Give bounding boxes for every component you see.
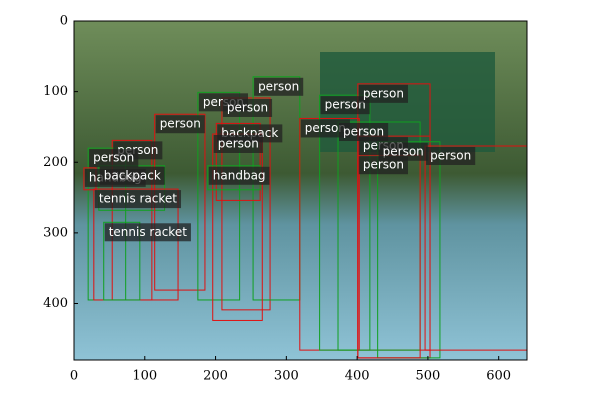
- bounding-box: [424, 145, 527, 351]
- label-background: [155, 115, 205, 134]
- label-background: [89, 149, 139, 168]
- label-background: [358, 156, 408, 175]
- detection-label: person: [93, 151, 134, 165]
- label-background: [426, 147, 476, 166]
- detection-label: person: [160, 117, 201, 131]
- label-background: [254, 77, 304, 96]
- detection-label: person: [363, 86, 404, 100]
- detection-label: person: [343, 124, 384, 138]
- x-tick-label: 400: [345, 369, 370, 384]
- x-tick-label: 0: [70, 369, 78, 384]
- detection-label: person: [383, 144, 424, 158]
- detection-label: person: [325, 98, 366, 112]
- detection-label: backpack: [104, 168, 161, 182]
- x-tick-label: 200: [203, 369, 228, 384]
- detections: personpersonhandbagbackpacktennis racket…: [83, 76, 527, 359]
- detection-label: person: [218, 137, 259, 151]
- detection-label: person: [363, 158, 404, 172]
- detection-label: person: [227, 100, 268, 114]
- detection-label: person: [430, 149, 471, 163]
- y-tick-label: 100: [43, 84, 68, 99]
- label-background: [300, 119, 350, 138]
- y-tick-label: 200: [43, 155, 68, 170]
- label-background: [320, 96, 370, 115]
- x-tick-label: 300: [274, 369, 299, 384]
- y-tick-label: 300: [43, 225, 68, 240]
- y-tick-label: 0: [60, 14, 68, 29]
- detection-label: person: [305, 121, 346, 135]
- label-background: [99, 166, 165, 185]
- detection-label: tennis racket: [99, 192, 177, 206]
- detection-label: tennis racket: [109, 225, 187, 239]
- x-tick-label: 500: [415, 369, 440, 384]
- bounding-box: [215, 122, 261, 201]
- label-background: [104, 223, 191, 242]
- axes-frame: [73, 20, 528, 361]
- label-background: [208, 166, 270, 185]
- x-tick-label: 600: [486, 369, 511, 384]
- detection-label: handbag: [213, 168, 266, 182]
- y-tick-label: 400: [43, 296, 68, 311]
- detection-label: person: [258, 79, 299, 93]
- x-tick-label: 100: [132, 369, 157, 384]
- label-background: [339, 122, 389, 141]
- bounding-box: [103, 221, 141, 301]
- label-background: [94, 190, 182, 209]
- label-background: [222, 98, 273, 117]
- label-background: [213, 135, 263, 153]
- bounding-box: [197, 91, 241, 301]
- label-background: [358, 84, 408, 103]
